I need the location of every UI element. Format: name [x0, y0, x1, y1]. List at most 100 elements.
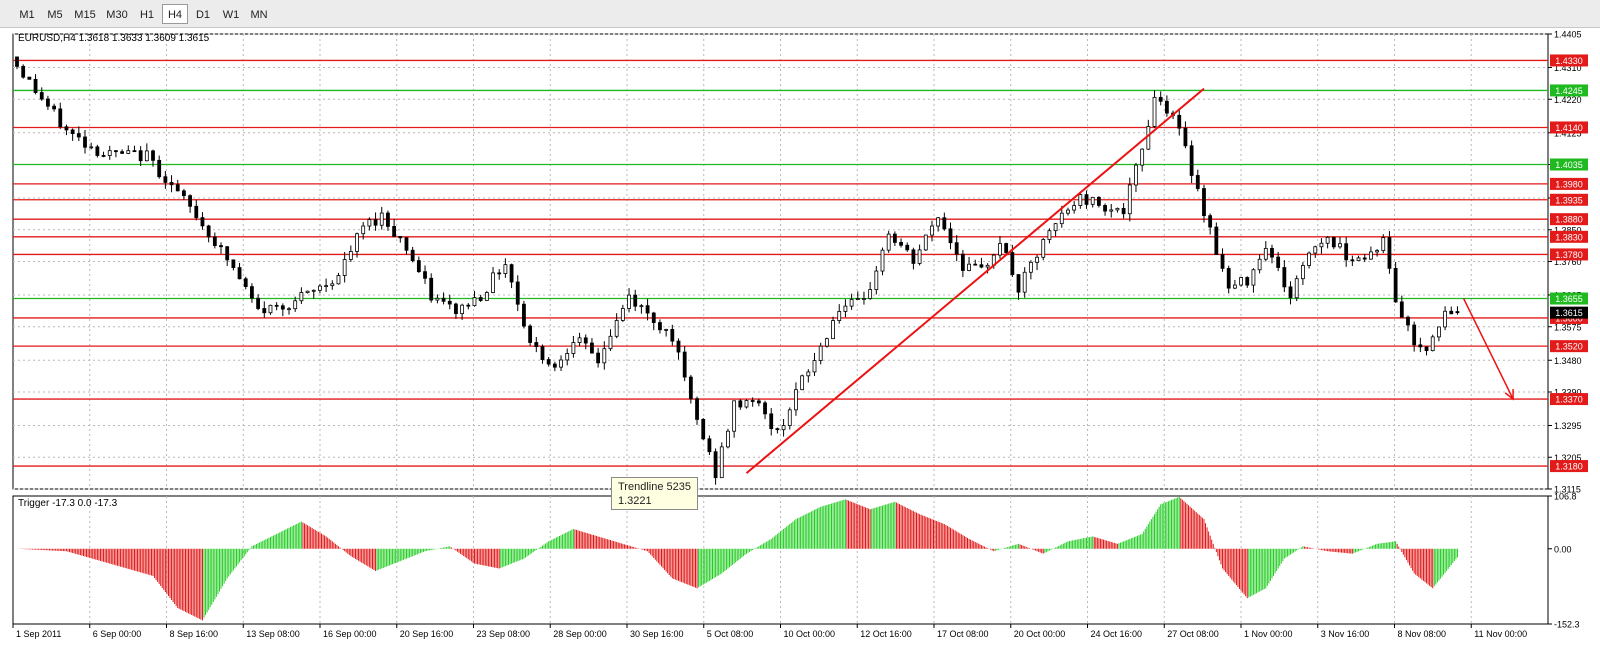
candle-body: [590, 342, 594, 354]
candle-body: [70, 129, 75, 135]
candle-body: [472, 297, 477, 307]
candle-body: [571, 342, 576, 354]
timeframe-button-d1[interactable]: D1: [195, 9, 211, 21]
candle-body: [763, 402, 767, 415]
candle-body: [46, 98, 50, 107]
level-price-tag-label: 1.4035: [1555, 160, 1583, 170]
time-tick-label: 8 Nov 08:00: [1398, 629, 1447, 639]
candle-body: [1152, 96, 1157, 127]
candle-body: [1103, 205, 1107, 212]
timeframe-button-m30[interactable]: M30: [106, 9, 128, 21]
candle-body: [583, 337, 588, 344]
candle-body: [1331, 236, 1336, 248]
time-tick-label: 17 Oct 08:00: [937, 629, 989, 639]
candle-body: [1004, 243, 1009, 253]
candle-body: [824, 338, 829, 347]
candle-body: [157, 159, 162, 178]
candle-body: [614, 320, 619, 337]
chart-window[interactable]: 1.44051.43101.42201.41251.40351.39401.38…: [0, 28, 1600, 660]
candle-body: [509, 264, 514, 283]
candle-body: [342, 259, 347, 276]
down-arrow-line[interactable]: [1462, 298, 1514, 400]
candle-body: [1443, 310, 1447, 328]
timeframe-button-w1[interactable]: W1: [222, 9, 240, 21]
candle-body: [719, 446, 724, 479]
timeframe-button-m15[interactable]: M15: [74, 9, 96, 21]
candle-body: [318, 285, 322, 291]
candle-body: [973, 263, 978, 266]
level-price-tag: [1550, 460, 1588, 473]
time-tick-label: 10 Oct 00:00: [784, 629, 836, 639]
time-tick-label: 27 Oct 08:00: [1167, 629, 1219, 639]
candle-body: [107, 150, 112, 156]
candle-body: [429, 277, 434, 301]
candle-body: [89, 146, 94, 149]
indicator-tick-label: -152.3: [1554, 620, 1580, 630]
candle-body: [769, 413, 774, 430]
timeframe-button-m5[interactable]: M5: [47, 9, 63, 21]
candle-body: [194, 205, 199, 219]
candle-body: [577, 337, 582, 343]
price-tick-label: 1.3575: [1554, 322, 1582, 332]
level-price-tag-label: 1.3780: [1555, 250, 1583, 260]
candle-body: [1449, 310, 1454, 315]
candle-body: [1035, 256, 1039, 263]
candle-body: [837, 311, 842, 321]
candle-body: [219, 245, 223, 248]
price-tick-label: 1.4220: [1554, 95, 1582, 105]
candle-body: [695, 398, 699, 420]
trendline-5235[interactable]: [745, 87, 1205, 474]
candle-body: [985, 264, 990, 268]
price-tick-label: 1.3850: [1554, 225, 1582, 235]
candle-body: [503, 264, 508, 274]
candle-body: [447, 300, 452, 305]
candle-body: [392, 226, 397, 237]
candle-body: [441, 297, 446, 302]
timeframe-button-m1[interactable]: M1: [19, 9, 35, 21]
candle-body: [923, 234, 928, 251]
price-chart-canvas[interactable]: 1.44051.43101.42201.41251.40351.39401.38…: [0, 28, 1600, 660]
current-price-tag-label: 1.3615: [1555, 308, 1583, 318]
candle-body: [1146, 126, 1151, 150]
candle-body: [287, 308, 291, 311]
candle-body: [781, 425, 786, 431]
time-tick-label: 11 Nov 00:00: [1474, 629, 1527, 639]
level-price-tag: [1550, 84, 1588, 97]
level-price-tag-label: 1.3935: [1555, 195, 1583, 205]
candle-body: [280, 305, 285, 310]
candle-body: [1208, 215, 1213, 228]
candle-body: [1319, 242, 1324, 248]
candle-body: [262, 308, 267, 314]
candle-body: [596, 352, 601, 364]
timeframe-button-mn[interactable]: MN: [250, 9, 268, 21]
candle-body: [132, 150, 137, 153]
candle-body: [330, 283, 335, 287]
candle-body: [305, 290, 310, 293]
level-price-tag: [1550, 340, 1588, 353]
level-price-tag-label: 1.3520: [1555, 342, 1583, 352]
candle-body: [1338, 243, 1342, 248]
candle-body: [794, 389, 798, 411]
candle-body: [855, 298, 860, 301]
level-price-tag: [1550, 177, 1588, 190]
indicator-plot-frame: [12, 495, 1549, 625]
candle-body: [948, 228, 953, 244]
timeframe-button-h4[interactable]: H4: [162, 4, 188, 24]
candle-body: [787, 409, 792, 426]
candle-body: [800, 375, 805, 391]
price-tick-label: 1.3760: [1554, 257, 1582, 267]
price-tick-label: 1.3295: [1554, 421, 1582, 431]
candle-body: [243, 278, 248, 288]
candle-body: [348, 251, 353, 260]
price-tick-label: 1.3480: [1554, 356, 1582, 366]
time-tick-label: 28 Sep 00:00: [553, 629, 607, 639]
candle-body: [1344, 243, 1349, 261]
time-tick-label: 24 Oct 16:00: [1091, 629, 1143, 639]
candle-body: [1424, 346, 1429, 352]
timeframe-button-h1[interactable]: H1: [139, 9, 155, 21]
candle-body: [1090, 196, 1095, 205]
candle-body: [565, 353, 570, 361]
candle-body: [602, 348, 607, 364]
candle-body: [250, 286, 254, 299]
level-price-tag-label: 1.3180: [1555, 462, 1583, 472]
